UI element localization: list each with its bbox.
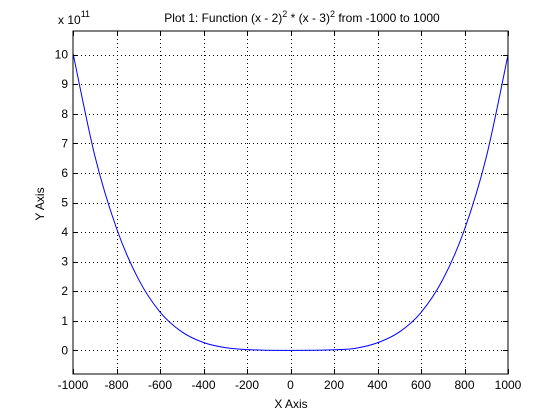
y-tick-label: 1: [61, 314, 68, 328]
y-tick-label: 5: [61, 196, 68, 210]
y-tick-label: 8: [61, 107, 68, 121]
x-tick-label: -600: [148, 378, 172, 392]
chart-title-sup1: 2: [282, 9, 287, 19]
y-tick-label: 9: [61, 77, 68, 91]
y-axis-multiplier-prefix: x 10: [58, 13, 81, 27]
chart-title-part2: * (x - 3): [287, 11, 330, 25]
x-tick-label: -1000: [58, 378, 89, 392]
plot-background: [73, 31, 508, 374]
y-ticks: 0 1 2 3 4 5 6 7 8 9 10: [55, 48, 508, 357]
chart-title-part1: Plot 1: Function (x - 2): [164, 11, 282, 25]
y-axis-label: Y Axis: [33, 187, 47, 220]
y-axis-multiplier-exponent: 11: [81, 9, 90, 19]
x-tick-label: 400: [367, 378, 387, 392]
chart-title-part3: from -1000 to 1000: [335, 11, 440, 25]
chart-title-sup2: 2: [330, 9, 335, 19]
chart-title: Plot 1: Function (x - 2)2 * (x - 3)2 fro…: [164, 9, 440, 25]
x-tick-label: 0: [287, 378, 294, 392]
plot-frame: [72, 30, 509, 375]
series-line: [72, 53, 509, 351]
y-axis-multiplier: x 1011: [58, 9, 90, 27]
x-tick-label: -200: [235, 378, 259, 392]
y-tick-label: 7: [61, 136, 68, 150]
plot-area: -1000 -800 -600 -400 -200 0 200 400 600 800 1000 0…: [55, 30, 522, 392]
x-axis-label: X Axis: [274, 397, 307, 411]
x-ticks: -1000 -800 -600 -400 -200 0 200 400 600 800 1000: [58, 31, 522, 392]
y-tick-label: 10: [55, 48, 69, 62]
y-tick-label: 4: [61, 225, 68, 239]
y-tick-label: 3: [61, 255, 68, 269]
y-tick-label: 2: [61, 284, 68, 298]
x-tick-label: 800: [454, 378, 474, 392]
x-tick-label: -400: [191, 378, 215, 392]
y-tick-label: 6: [61, 166, 68, 180]
x-tick-label: 1000: [495, 378, 522, 392]
x-tick-label: -800: [104, 378, 128, 392]
x-tick-label: 200: [324, 378, 344, 392]
x-tick-label: 600: [411, 378, 431, 392]
y-tick-label: 0: [61, 343, 68, 357]
series-group: [72, 53, 509, 351]
